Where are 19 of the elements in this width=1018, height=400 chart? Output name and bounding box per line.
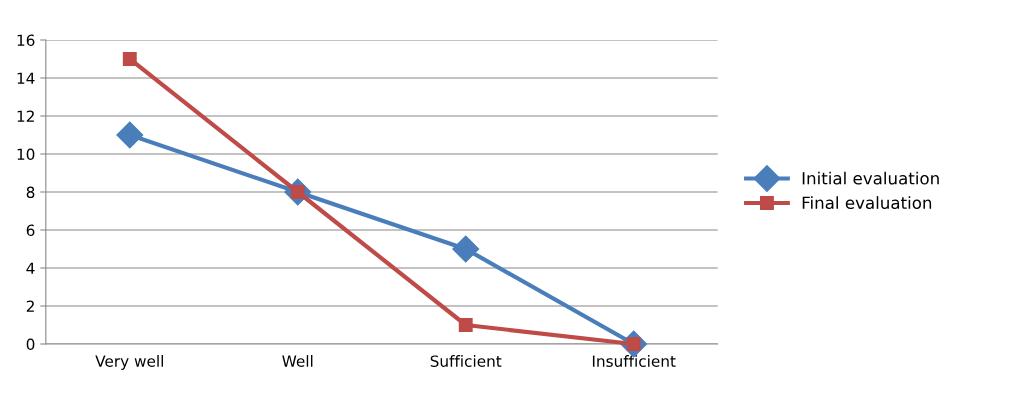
point: [452, 235, 480, 263]
x-tick-label: Sufficient: [430, 355, 502, 367]
y-tick-label: 14: [17, 72, 35, 84]
x-tick-label: Insufficient: [592, 355, 676, 367]
y-tick-label: 10: [17, 148, 35, 161]
y-tick-label: 2: [26, 300, 34, 312]
y-tick-label: 12: [17, 110, 34, 122]
y-tick-label: 0: [26, 338, 35, 351]
x-tick-label: Well: [282, 355, 313, 367]
point: [122, 52, 137, 66]
x-tick-label: Very well: [95, 355, 163, 370]
legend-label: Final evaluation: [802, 196, 932, 210]
y-tick-label: 16: [17, 34, 35, 47]
point: [116, 121, 144, 149]
y-tick-label: 4: [26, 262, 35, 274]
point: [458, 318, 473, 332]
legend-label: Initial evaluation: [802, 171, 939, 185]
y-tick-label: 6: [26, 224, 35, 237]
y-tick-label: 8: [26, 186, 35, 199]
